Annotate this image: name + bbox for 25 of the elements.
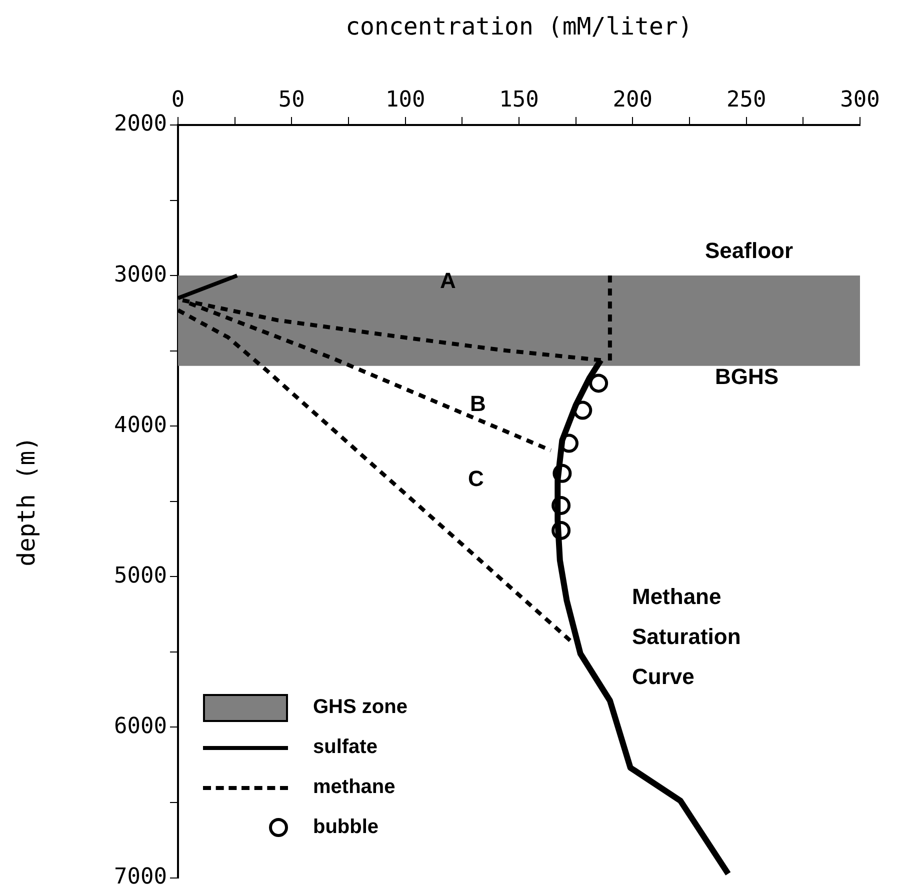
y-tick-label: 7000 xyxy=(114,864,167,890)
x-tick-label: 150 xyxy=(499,88,539,113)
annotation: B xyxy=(470,391,486,416)
legend-label: bubble xyxy=(313,816,379,840)
y-axis-title: depth (m) xyxy=(12,436,41,566)
legend-label: sulfate xyxy=(313,736,378,760)
legend-label: methane xyxy=(313,776,396,800)
legend-label: GHS zone xyxy=(313,696,408,720)
y-tick-label: 5000 xyxy=(114,563,167,588)
annotation: Seafloor xyxy=(705,238,794,264)
x-tick-label: 300 xyxy=(840,88,880,113)
x-tick-label: 0 xyxy=(171,88,185,113)
y-tick-label: 3000 xyxy=(114,262,167,288)
y-tick-label: 2000 xyxy=(114,112,167,137)
x-tick-label: 250 xyxy=(726,88,766,113)
x-tick-label: 200 xyxy=(612,88,653,113)
annotation: A xyxy=(440,268,456,294)
x-tick-label: 100 xyxy=(385,88,426,113)
x-axis-title: concentration (mM/liter) xyxy=(346,12,692,41)
x-tick-label: 50 xyxy=(278,88,305,113)
annotation: C xyxy=(468,466,484,492)
annotation: BGHS xyxy=(715,364,779,390)
annotation: Methane Saturation Curve xyxy=(632,584,741,690)
y-tick-label: 6000 xyxy=(114,714,167,739)
y-tick-label: 4000 xyxy=(114,412,167,438)
